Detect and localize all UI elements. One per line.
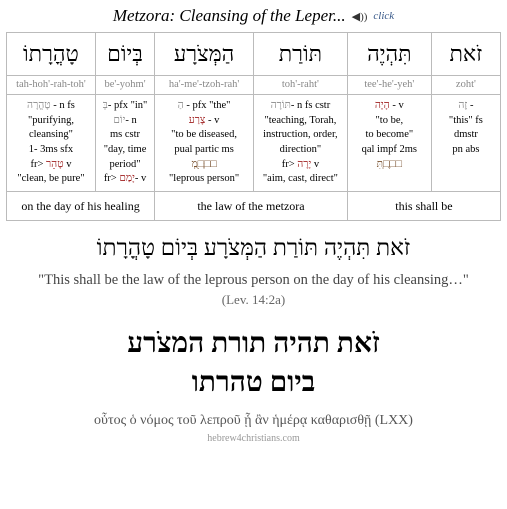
phrase-cell: on the day of his healing [7,191,155,220]
gloss-cell: זֶה -"this" fsdmstrpn abs [431,94,500,191]
gloss-cell: בְּ- pfx "in"יוֹם- nms cstr"day, time pe… [95,94,154,191]
phrase-cell: this shall be [347,191,500,220]
verse-hebrew-large-l2: ביום טהרתו [6,363,501,402]
click-label: click [373,10,394,22]
hebrew-word: תִּהְיֶה [347,33,431,76]
hebrew-row: טָהֳרָתוֹ בְּיוֹם הַמְּצֹרָע תּוֹרַת תִּ… [7,33,501,76]
verse-hebrew-large: זֹאת תהיה תורת המצֹרע ביום טהרתו [6,324,501,402]
hebrew-word: טָהֳרָתוֹ [7,33,96,76]
audio-icon[interactable]: ◀)) [352,10,368,23]
gloss-cell: הַ - pfx "the"צָרַע - v"to be diseased,p… [155,94,254,191]
phrase-row: on the day of his healing the law of the… [7,191,501,220]
gloss-cell: טָהֳרָה - n fs"purifying, cleansing"1- 3… [7,94,96,191]
greek-text: οὗτος ὁ νόμος τοῦ λεπροῦ ᾗ ἂν ἡμέρᾳ καθα… [94,413,371,428]
gloss-cell: תּוֹרָה- n fs cstr"teaching, Torah, inst… [253,94,347,191]
translit-cell: be'-yohm' [95,75,154,94]
hebrew-word: בְּיוֹם [95,33,154,76]
credit: hebrew4christians.com [6,433,501,444]
translit-cell: ha'-me'-tzoh-rah' [155,75,254,94]
translit-cell: zoht' [431,75,500,94]
greek-src: (LXX) [375,413,413,428]
verse-english-text: "This shall be the law of the leprous pe… [38,272,469,288]
page-title: Metzora: Cleansing of the Leper... [113,6,346,26]
verse-hebrew-pointed: זֹאת תִּהְיֶה תּוֹרַת הַמְּצֹרָע בְּיוֹם… [6,235,501,261]
parsing-table: טָהֳרָתוֹ בְּיוֹם הַמְּצֹרָע תּוֹרַת תִּ… [6,32,501,221]
phrase-cell: the law of the metzora [155,191,348,220]
gloss-row: טָהֳרָה - n fs"purifying, cleansing"1- 3… [7,94,501,191]
verse-hebrew-large-l1: זֹאת תהיה תורת המצֹרע [6,324,501,363]
translit-cell: tah-hoh'-rah-toh' [7,75,96,94]
verse-greek: οὗτος ὁ νόμος τοῦ λεπροῦ ᾗ ἂν ἡμέρᾳ καθα… [6,413,501,429]
gloss-cell: הָיָה - v"to be,to become"qal impf 2msתִ… [347,94,431,191]
translit-cell: tee'-he'-yeh' [347,75,431,94]
hebrew-word: הַמְּצֹרָע [155,33,254,76]
verse-ref: (Lev. 14:2a) [222,292,285,307]
translit-cell: toh'-raht' [253,75,347,94]
translit-row: tah-hoh'-rah-toh' be'-yohm' ha'-me'-tzoh… [7,75,501,94]
verse-english: "This shall be the law of the leprous pe… [36,271,471,310]
hebrew-word: זֹאת [431,33,500,76]
hebrew-word: תּוֹרַת [253,33,347,76]
header: Metzora: Cleansing of the Leper... ◀)) c… [6,6,501,26]
